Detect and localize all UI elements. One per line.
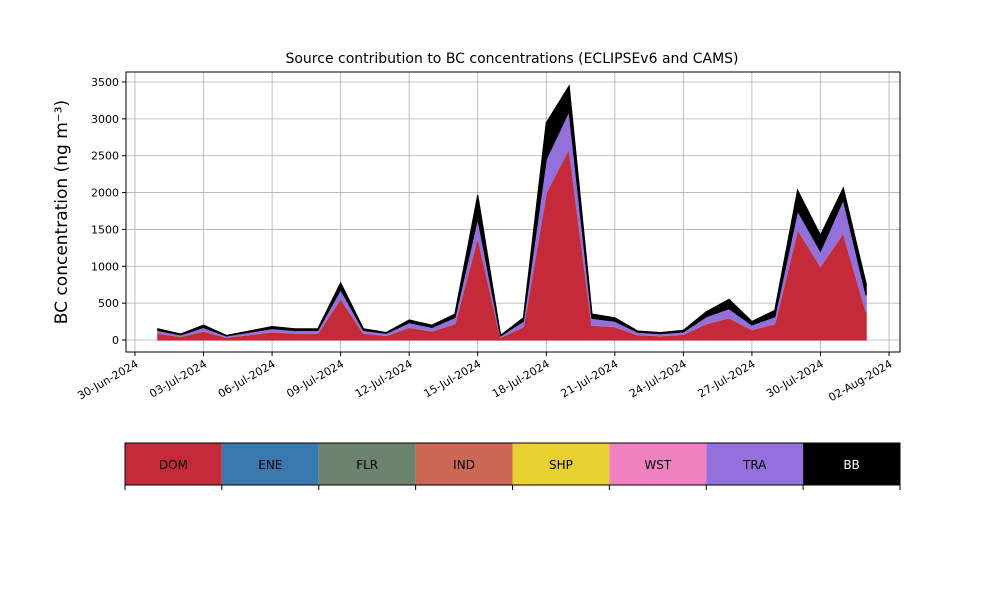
x-tick-label: 15-Jul-2024: [421, 357, 483, 400]
areas: [157, 84, 867, 341]
plot-frame: [125, 71, 901, 353]
legend-swatch: [512, 443, 610, 485]
legend-label: FLR: [356, 458, 378, 472]
x-tick-label: 06-Jul-2024: [216, 357, 278, 400]
y-axis-label: BC concentration (ng m⁻³): [52, 100, 72, 324]
x-tick-label: 30-Jul-2024: [764, 357, 826, 400]
chart-title: Source contribution to BC concentrations…: [285, 51, 738, 67]
x-tick-label: 27-Jul-2024: [696, 357, 758, 400]
x-tick-label: 09-Jul-2024: [284, 357, 346, 400]
legend-label: ENE: [258, 458, 282, 472]
y-tick-label: 2500: [91, 150, 119, 163]
legend-label: TRA: [742, 458, 767, 472]
y-tick-label: 0: [112, 334, 119, 347]
y-tick-label: 3000: [91, 113, 119, 126]
y-tick-label: 500: [98, 297, 119, 310]
legend-label: SHP: [549, 458, 573, 472]
legend-label: IND: [453, 458, 475, 472]
x-tick-label: 12-Jul-2024: [353, 357, 415, 400]
x-tick-label: 21-Jul-2024: [559, 357, 621, 400]
y-tick-label: 1500: [91, 223, 119, 236]
legend-swatch: [803, 443, 900, 485]
area: [157, 84, 867, 337]
x-tick-label: 18-Jul-2024: [490, 357, 552, 400]
legend-swatch: [609, 443, 707, 485]
legend-label: WST: [644, 458, 671, 472]
legend-frame: [124, 442, 901, 486]
x-tick-label: 24-Jul-2024: [627, 357, 689, 400]
y-tick-label: 1000: [91, 260, 119, 273]
legend: DOM ENE FLR IND SHP WST TRA BB: [124, 442, 901, 490]
legend-swatch: [125, 443, 222, 485]
legend-swatch: [318, 443, 416, 485]
y-tick-label: 2000: [91, 187, 119, 200]
x-tick-label: 03-Jul-2024: [147, 357, 209, 400]
x-tick-label: 30-Jun-2024: [75, 357, 140, 402]
y-tick-label: 3500: [91, 76, 119, 89]
legend-label: BB: [843, 458, 859, 472]
x-tick-label: 02-Aug-2024: [826, 357, 894, 404]
legend-swatch: [415, 443, 513, 485]
legend-swatch: [706, 443, 804, 485]
legend-label: DOM: [159, 458, 188, 472]
legend-swatch: [221, 443, 319, 485]
